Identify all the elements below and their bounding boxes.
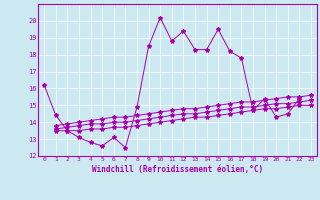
X-axis label: Windchill (Refroidissement éolien,°C): Windchill (Refroidissement éolien,°C)	[92, 165, 263, 174]
